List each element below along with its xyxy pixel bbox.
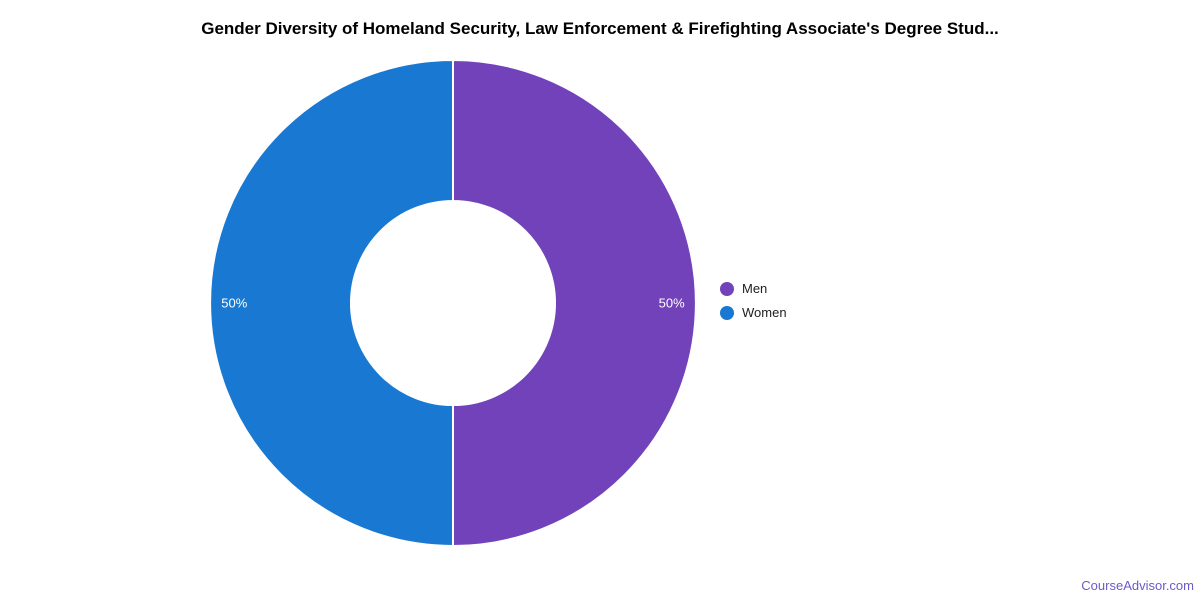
slice-value-label-men: 50% (659, 296, 685, 311)
legend-item-women[interactable]: Women (720, 301, 787, 325)
legend-marker-men-icon (720, 282, 734, 296)
legend-label-women: Women (742, 305, 787, 320)
legend-label-men: Men (742, 281, 768, 296)
donut-slices (209, 58, 697, 548)
courseadvisor-link[interactable]: CourseAdvisor.com (1081, 578, 1194, 593)
slice-value-label-women: 50% (221, 296, 247, 311)
legend-marker-women-icon (720, 306, 734, 320)
pie-slice-women[interactable] (209, 58, 454, 548)
donut-slice-labels: 50% 50% (221, 296, 685, 311)
chart-title: Gender Diversity of Homeland Security, L… (201, 19, 999, 38)
legend-item-men[interactable]: Men (720, 277, 787, 301)
chart-legend: Men Women (720, 277, 787, 325)
pie-slice-men[interactable] (452, 58, 697, 548)
